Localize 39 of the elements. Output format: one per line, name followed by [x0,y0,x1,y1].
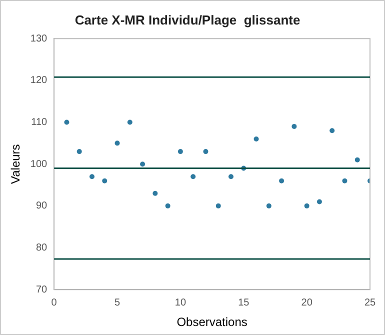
y-tick-label: 110 [31,117,48,128]
point [216,203,221,208]
x-axis-title: Observations [176,315,248,330]
point [228,174,234,180]
y-tick-label: 90 [36,200,48,212]
point [330,128,335,134]
point [190,174,196,180]
point [140,162,146,167]
point [165,203,170,208]
point [292,124,297,129]
point [89,174,94,180]
point [64,120,70,125]
point [127,120,132,125]
point [152,190,158,196]
x-tick-label: 20 [301,297,313,308]
point [354,157,360,162]
y-tick-label: 130 [30,33,48,44]
point [266,203,272,208]
point [316,199,322,204]
point [114,140,120,146]
x-tick-label: 5 [114,297,120,308]
point [102,178,108,184]
point [304,203,310,208]
point [178,149,183,154]
point [342,178,348,184]
point [254,136,259,142]
point [203,149,208,154]
y-axis-title: Valeurs [8,144,23,184]
x-tick-label: 10 [174,297,186,308]
y-tick-label: 80 [36,242,48,254]
y-tick-label: 120 [30,75,48,86]
x-tick-label: 0 [51,297,58,308]
chart-title: Carte X-MR Individu/Plage glissante [74,12,300,28]
x-tick-label: 25 [364,297,376,308]
point [279,178,284,184]
x-tick-label: 15 [238,297,250,308]
y-tick-label: 70 [36,284,48,296]
point [76,149,82,154]
y-tick-label: 100 [30,158,48,170]
